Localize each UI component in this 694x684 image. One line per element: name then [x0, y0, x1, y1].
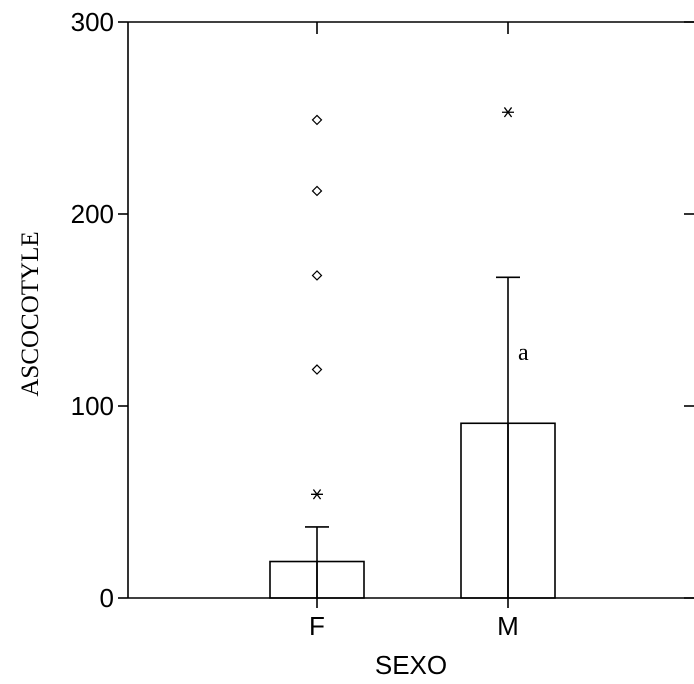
y-tick-label: 300 [71, 7, 114, 37]
annotation-label: a [518, 340, 529, 366]
x-axis-title: SEXO [375, 650, 447, 680]
y-axis-title: ASCOCOTYLE [17, 231, 44, 396]
outlier-marker-circle [311, 114, 323, 126]
y-tick-label: 0 [100, 583, 114, 613]
outlier-marker-asterisk [502, 107, 514, 118]
outlier-marker-circle [311, 270, 323, 281]
outlier-marker-circle [311, 364, 323, 375]
y-tick-label: 100 [71, 391, 114, 421]
plot-area: 0 100 200 300 F Ma SEXO ASCOCOTYLE [17, 7, 694, 680]
x-tick-label: F [309, 611, 325, 641]
outlier-marker-asterisk [311, 489, 323, 500]
y-tick-label: 200 [71, 199, 114, 229]
outlier-marker-circle [311, 185, 323, 197]
x-tick-label: M [497, 611, 519, 641]
